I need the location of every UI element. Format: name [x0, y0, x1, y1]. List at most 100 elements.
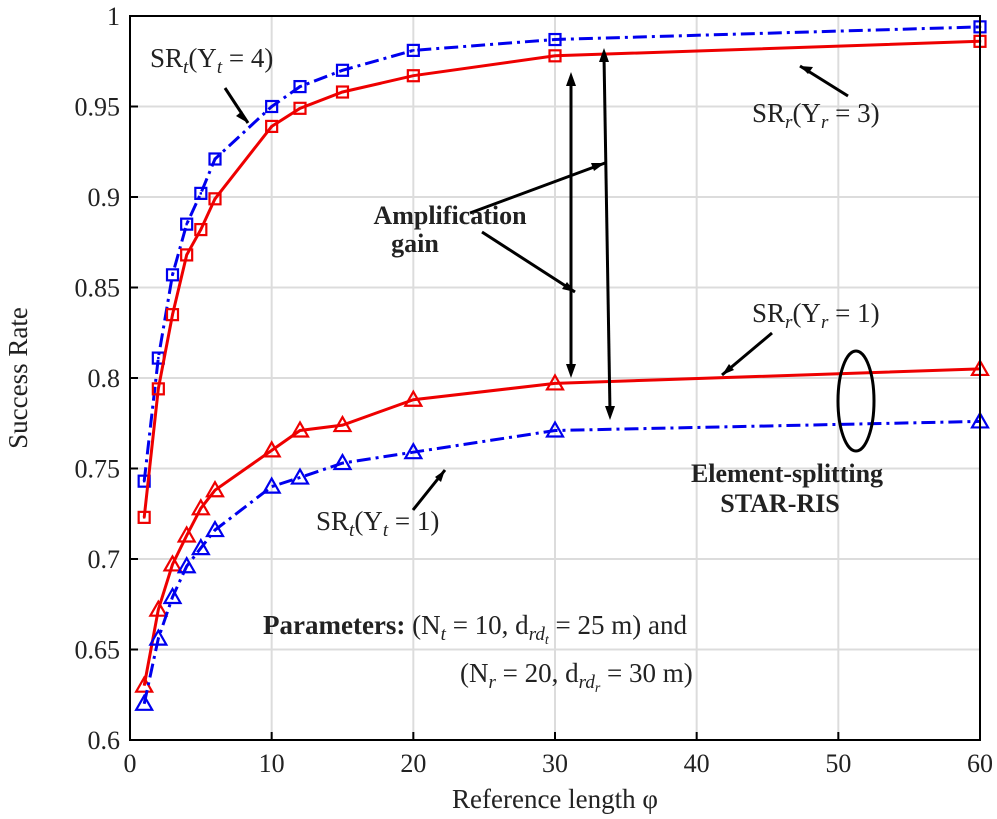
- y-tick-label: 0.85: [75, 274, 121, 303]
- data-point-center: [341, 90, 344, 94]
- series-layer: [134, 20, 990, 711]
- data-point-square: [194, 186, 208, 200]
- x-tick-label: 30: [542, 749, 568, 778]
- data-point-triangle: [403, 441, 424, 460]
- data-point-triangle: [162, 586, 183, 605]
- data-point-center: [213, 157, 217, 161]
- data-point-center: [553, 38, 557, 41]
- data-point-center: [298, 107, 302, 110]
- label-parameters-line1: Parameters: (Nt = 10, drdt = 25 m) and: [263, 610, 687, 648]
- data-point-center: [142, 516, 146, 519]
- data-point-center: [412, 74, 415, 77]
- data-point-triangle: [148, 628, 169, 646]
- data-point-square: [293, 101, 307, 115]
- data-point-triangle: [205, 480, 225, 498]
- data-point-triangle: [176, 525, 197, 543]
- arrow-amp-lower: [481, 230, 576, 294]
- x-tick-label: 60: [967, 749, 993, 778]
- data-point-square: [335, 85, 350, 99]
- data-point-triangle: [290, 420, 310, 438]
- series-3: [134, 358, 990, 693]
- x-tick-label: 50: [825, 749, 851, 778]
- label-star-ris: STAR-RIS: [720, 489, 839, 518]
- label-sr-t1: SRt(Υt = 1): [316, 506, 439, 541]
- series-2: [137, 34, 987, 524]
- data-point-center: [270, 125, 273, 128]
- data-point-center: [185, 222, 188, 226]
- x-tick-label: 0: [124, 749, 137, 778]
- data-point-triangle: [261, 476, 282, 494]
- data-point-triangle: [162, 554, 183, 572]
- series-line: [142, 39, 981, 518]
- label-gain: gain: [391, 229, 439, 258]
- series-line: [142, 419, 981, 705]
- data-point-center: [199, 192, 203, 195]
- x-tick-label: 10: [259, 749, 285, 778]
- data-point-square: [548, 49, 562, 63]
- data-point-center: [213, 197, 217, 201]
- label-sr-r3: SRr(Υr = 3): [752, 98, 880, 133]
- data-point-triangle: [205, 519, 225, 538]
- data-point-square: [265, 119, 279, 134]
- data-point-triangle: [148, 599, 169, 617]
- data-point-square: [406, 69, 420, 83]
- data-point-square: [137, 510, 151, 524]
- data-point-center: [270, 105, 273, 108]
- data-point-center: [157, 387, 160, 391]
- data-point-square: [548, 32, 562, 47]
- y-tick-label: 0.6: [88, 726, 121, 755]
- series-1: [137, 20, 987, 488]
- y-tick-label: 0.95: [75, 93, 121, 122]
- label-parameters-line2: (Nr = 20, drdr = 30 m): [460, 658, 693, 696]
- data-point-triangle: [134, 693, 155, 711]
- data-point-center: [412, 49, 415, 52]
- data-point-center: [553, 54, 557, 58]
- data-point-center: [171, 313, 174, 316]
- data-point-square: [265, 99, 279, 114]
- data-point-square: [406, 43, 420, 57]
- data-point-square: [165, 308, 180, 322]
- y-tick-label: 0.65: [75, 636, 121, 665]
- data-point-square: [335, 63, 350, 77]
- label-sr-t4: SRt(Υt = 4): [150, 43, 273, 78]
- data-point-triangle: [332, 414, 353, 433]
- data-point-center: [142, 479, 146, 483]
- data-point-triangle: [190, 498, 211, 516]
- data-point-triangle: [545, 420, 565, 438]
- series-line: [142, 367, 981, 686]
- annotation-arrows: [223, 48, 876, 511]
- series-line: [142, 25, 981, 482]
- data-point-triangle: [261, 440, 282, 458]
- y-tick-label: 0.9: [88, 183, 121, 212]
- data-point-center: [341, 69, 344, 72]
- label-amplification: Amplification: [373, 201, 527, 230]
- label-element-splitting: Element-splitting: [691, 459, 883, 488]
- y-tick-label: 0.75: [75, 455, 121, 484]
- data-point-center: [298, 85, 302, 88]
- data-point-triangle: [545, 373, 565, 391]
- data-point-square: [208, 192, 222, 206]
- data-point-square: [180, 248, 194, 262]
- element-splitting-ellipse: [836, 349, 876, 453]
- data-point-triangle: [403, 389, 424, 407]
- y-tick-label: 0.8: [88, 364, 121, 393]
- data-point-center: [157, 356, 160, 360]
- x-tick-label: 40: [684, 749, 710, 778]
- data-point-square: [194, 222, 208, 237]
- y-tick-label: 0.7: [88, 545, 121, 574]
- data-point-triangle: [176, 556, 197, 574]
- data-point-center: [171, 273, 174, 277]
- tick-labels: 0 10 20 30 40 50 60 0.6 0.65 0.7 0.75 0.8 0.85 0.9 0.9…: [75, 2, 994, 778]
- label-sr-r1: SRr(Υr = 1): [752, 298, 880, 333]
- data-point-triangle: [190, 537, 211, 556]
- gain-span-right: [602, 55, 612, 413]
- data-point-square: [165, 268, 180, 282]
- data-point-center: [185, 253, 188, 257]
- arrow-amp-upper: [469, 161, 606, 215]
- y-tick-label: 1: [107, 2, 120, 31]
- data-point-square: [208, 152, 222, 166]
- x-tick-label: 20: [400, 749, 426, 778]
- data-point-square: [293, 79, 307, 94]
- data-point-triangle: [290, 467, 310, 485]
